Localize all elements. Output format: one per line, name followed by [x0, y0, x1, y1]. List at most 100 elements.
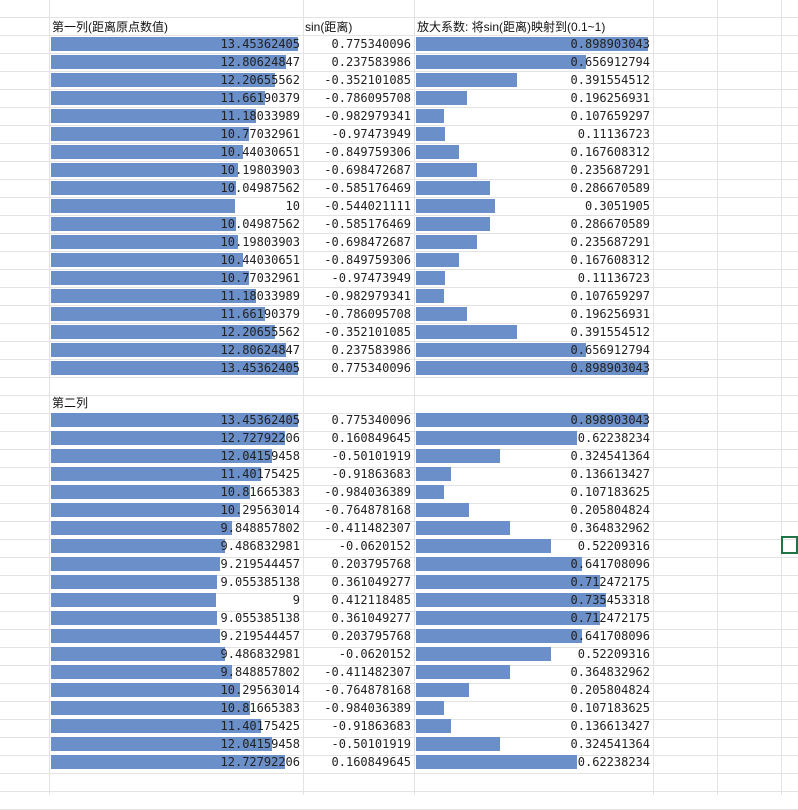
section2-col1-cell[interactable]: 10.81665383: [50, 483, 303, 501]
section1-col3-cell[interactable]: 0.235687291: [415, 161, 653, 179]
section1-col2-cell[interactable]: -0.982979341: [304, 107, 414, 125]
section2-col2-cell[interactable]: -0.91863683: [304, 717, 414, 735]
section2-col2-cell[interactable]: 0.412118485: [304, 591, 414, 609]
section1-col2-cell[interactable]: -0.585176469: [304, 215, 414, 233]
section2-col3-cell[interactable]: 0.735453318: [415, 591, 653, 609]
section2-col3-cell[interactable]: 0.641708096: [415, 555, 653, 573]
section2-col2-cell[interactable]: -0.984036389: [304, 699, 414, 717]
section2-col1-cell[interactable]: 12.04159458: [50, 735, 303, 753]
section2-col2-cell[interactable]: -0.764878168: [304, 681, 414, 699]
section2-col3-cell[interactable]: 0.107183625: [415, 483, 653, 501]
section2-col1-cell[interactable]: 12.72792206: [50, 429, 303, 447]
section2-col2-cell[interactable]: -0.0620152: [304, 537, 414, 555]
section1-col2-cell[interactable]: -0.698472687: [304, 161, 414, 179]
section1-col1-cell[interactable]: 10: [50, 197, 303, 215]
section1-col2-cell[interactable]: -0.698472687: [304, 233, 414, 251]
selected-cell[interactable]: [781, 536, 798, 554]
section2-col1-cell[interactable]: 10.81665383: [50, 699, 303, 717]
section1-col3-cell[interactable]: 0.286670589: [415, 179, 653, 197]
section1-col1-cell[interactable]: 10.44030651: [50, 251, 303, 269]
section2-col1-cell[interactable]: 9.055385138: [50, 573, 303, 591]
section1-col1-cell[interactable]: 13.45362405: [50, 359, 303, 377]
section2-col2-cell[interactable]: 0.160849645: [304, 753, 414, 771]
section1-col1-cell[interactable]: 12.80624847: [50, 53, 303, 71]
section2-col1-cell[interactable]: 9.219544457: [50, 627, 303, 645]
section2-col2-cell[interactable]: -0.91863683: [304, 465, 414, 483]
section2-col2-cell[interactable]: -0.984036389: [304, 483, 414, 501]
section2-col2-cell[interactable]: -0.50101919: [304, 735, 414, 753]
section2-col3-cell[interactable]: 0.52209316: [415, 645, 653, 663]
section2-col2-cell[interactable]: 0.361049277: [304, 609, 414, 627]
section2-col1-cell[interactable]: 9.055385138: [50, 609, 303, 627]
section2-col1-cell[interactable]: 9.486832981: [50, 537, 303, 555]
section2-col3-cell[interactable]: 0.136613427: [415, 717, 653, 735]
section2-col2-cell[interactable]: -0.411482307: [304, 519, 414, 537]
section1-col3-cell[interactable]: 0.196256931: [415, 89, 653, 107]
section2-col1-cell[interactable]: 11.40175425: [50, 465, 303, 483]
section1-col2-cell[interactable]: 0.237583986: [304, 53, 414, 71]
section1-col1-cell[interactable]: 11.18033989: [50, 287, 303, 305]
section1-col2-cell[interactable]: -0.97473949: [304, 125, 414, 143]
section2-col3-cell[interactable]: 0.712472175: [415, 609, 653, 627]
section2-col3-cell[interactable]: 0.364832962: [415, 519, 653, 537]
section2-col1-cell[interactable]: 9.486832981: [50, 645, 303, 663]
section2-col1-cell[interactable]: 9.848857802: [50, 519, 303, 537]
section1-col2-cell[interactable]: -0.585176469: [304, 179, 414, 197]
section1-col1-cell[interactable]: 12.20655562: [50, 71, 303, 89]
section1-col3-cell[interactable]: 0.11136723: [415, 125, 653, 143]
section2-col3-cell[interactable]: 0.62238234: [415, 429, 653, 447]
section2-col3-cell[interactable]: 0.364832962: [415, 663, 653, 681]
section1-col2-cell[interactable]: -0.97473949: [304, 269, 414, 287]
section2-col3-cell[interactable]: 0.52209316: [415, 537, 653, 555]
section2-col2-cell[interactable]: 0.361049277: [304, 573, 414, 591]
section2-col2-cell[interactable]: 0.160849645: [304, 429, 414, 447]
section1-col3-cell[interactable]: 0.898903043: [415, 359, 653, 377]
section1-col2-cell[interactable]: -0.849759306: [304, 251, 414, 269]
section1-col3-cell[interactable]: 0.391554512: [415, 323, 653, 341]
section2-col2-cell[interactable]: -0.50101919: [304, 447, 414, 465]
section2-col1-cell[interactable]: 10.29563014: [50, 501, 303, 519]
section1-col2-cell[interactable]: 0.775340096: [304, 35, 414, 53]
section1-col1-cell[interactable]: 10.44030651: [50, 143, 303, 161]
section1-col3-cell[interactable]: 0.11136723: [415, 269, 653, 287]
section2-col3-cell[interactable]: 0.205804824: [415, 681, 653, 699]
section2-col1-cell[interactable]: 9.848857802: [50, 663, 303, 681]
section2-col3-cell[interactable]: 0.324541364: [415, 447, 653, 465]
section2-col3-cell[interactable]: 0.641708096: [415, 627, 653, 645]
section2-col3-cell[interactable]: 0.898903043: [415, 411, 653, 429]
section2-col3-cell[interactable]: 0.136613427: [415, 465, 653, 483]
section1-col3-cell[interactable]: 0.656912794: [415, 53, 653, 71]
section2-col1-cell[interactable]: 12.04159458: [50, 447, 303, 465]
section1-col3-cell[interactable]: 0.235687291: [415, 233, 653, 251]
section2-col1-cell[interactable]: 13.45362405: [50, 411, 303, 429]
section1-col2-cell[interactable]: 0.237583986: [304, 341, 414, 359]
section2-col2-cell[interactable]: 0.203795768: [304, 555, 414, 573]
section1-col3-cell[interactable]: 0.391554512: [415, 71, 653, 89]
section1-col2-cell[interactable]: -0.352101085: [304, 71, 414, 89]
section2-col2-cell[interactable]: -0.411482307: [304, 663, 414, 681]
section2-col2-cell[interactable]: 0.203795768: [304, 627, 414, 645]
section1-col1-cell[interactable]: 13.45362405: [50, 35, 303, 53]
section1-col1-cell[interactable]: 10.04987562: [50, 179, 303, 197]
section1-col3-cell[interactable]: 0.286670589: [415, 215, 653, 233]
section1-col2-cell[interactable]: -0.786095708: [304, 89, 414, 107]
section1-col2-cell[interactable]: -0.786095708: [304, 305, 414, 323]
section1-col1-cell[interactable]: 11.18033989: [50, 107, 303, 125]
section2-col3-cell[interactable]: 0.62238234: [415, 753, 653, 771]
section1-col2-cell[interactable]: -0.544021111: [304, 197, 414, 215]
section1-col1-cell[interactable]: 10.04987562: [50, 215, 303, 233]
section1-col1-cell[interactable]: 11.66190379: [50, 305, 303, 323]
section1-col2-cell[interactable]: 0.775340096: [304, 359, 414, 377]
section1-col3-cell[interactable]: 0.167608312: [415, 251, 653, 269]
section1-col3-cell[interactable]: 0.107659297: [415, 287, 653, 305]
section1-col3-cell[interactable]: 0.3051905: [415, 197, 653, 215]
section2-col1-cell[interactable]: 12.72792206: [50, 753, 303, 771]
section2-col3-cell[interactable]: 0.712472175: [415, 573, 653, 591]
section2-col1-cell[interactable]: 9.219544457: [50, 555, 303, 573]
section2-col3-cell[interactable]: 0.205804824: [415, 501, 653, 519]
section1-col1-cell[interactable]: 10.19803903: [50, 161, 303, 179]
section2-col3-cell[interactable]: 0.324541364: [415, 735, 653, 753]
section1-col1-cell[interactable]: 10.19803903: [50, 233, 303, 251]
section1-col1-cell[interactable]: 10.77032961: [50, 125, 303, 143]
